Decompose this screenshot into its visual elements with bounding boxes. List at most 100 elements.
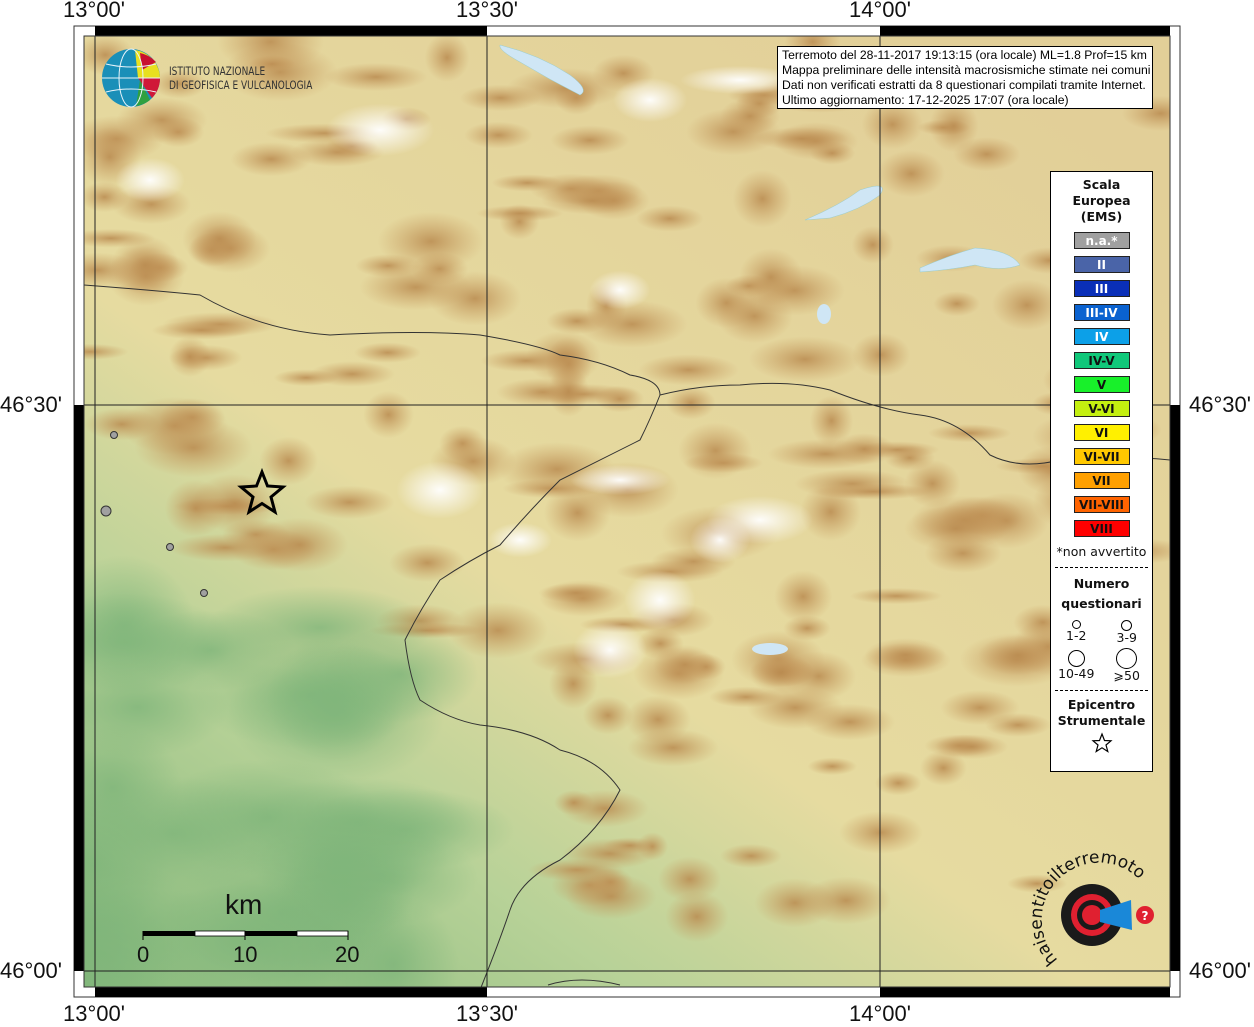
terrain-patch <box>657 856 722 902</box>
intensity-swatch: III <box>1073 280 1130 297</box>
ingv-logo-text: ISTITUTO NAZIONALE DI GEOFISICA E VULCAN… <box>169 64 312 92</box>
report-marker[interactable] <box>100 505 112 517</box>
terrain-patch <box>111 235 179 295</box>
count-label: 1-2 <box>1066 628 1087 643</box>
terrain-patch <box>809 395 854 447</box>
intensity-swatch: II <box>1073 256 1130 273</box>
legend-title-line: Scala <box>1082 177 1121 192</box>
terrain-patch <box>464 121 533 149</box>
lake <box>752 643 788 655</box>
count-title-line: Numero <box>1073 576 1130 591</box>
terrain-patch <box>540 187 644 215</box>
terrain-patch <box>476 205 564 222</box>
terrain-patch <box>572 621 648 679</box>
terrain-patch <box>903 505 1008 552</box>
terrain-patch <box>720 843 783 869</box>
star-icon <box>1090 732 1113 753</box>
terrain-patch <box>251 517 349 572</box>
terrain-patch <box>719 97 781 135</box>
info-line: Mappa preliminare delle intensità macros… <box>782 63 1151 77</box>
epicenter-title: Epicentro Strumentale <box>1051 697 1152 729</box>
terrain-patch <box>325 103 435 157</box>
terrain-patch <box>491 174 563 192</box>
lon-label: 13°30' <box>456 1001 518 1026</box>
legend-title-line: (EMS) <box>1080 209 1123 224</box>
legend-title-line: Europea <box>1072 193 1131 208</box>
lat-label: 46°30' <box>1189 392 1251 417</box>
terrain-patch <box>877 150 945 198</box>
terrain-patch <box>168 336 212 378</box>
epicenter-title-line: Epicentro <box>1067 697 1136 712</box>
intensity-swatch: VII-VIII <box>1073 496 1130 513</box>
national-border <box>84 284 661 987</box>
terrain-patch <box>570 464 670 496</box>
count-title: Numero questionari <box>1051 574 1152 614</box>
terrain-patch <box>801 876 891 925</box>
terrain-patch <box>164 479 227 537</box>
map-frame <box>73 25 1181 998</box>
legend: Scala Europea (EMS) n.a.* II III III-IV IV IV… <box>1050 171 1153 772</box>
event-info-box: Terremoto del 28-11-2017 19:13:15 (ora l… <box>777 46 1153 109</box>
epicenter-star-icon[interactable] <box>237 467 287 516</box>
terrain-patch <box>709 686 783 708</box>
divider <box>1055 690 1148 691</box>
terrain-patch <box>653 644 717 685</box>
lon-label: 13°00' <box>63 1001 125 1026</box>
terrain-patch <box>919 750 967 786</box>
terrain-patch <box>216 36 325 72</box>
terrain-patch <box>781 651 857 702</box>
count-label: 3-9 <box>1116 630 1137 645</box>
terrain-patch <box>849 587 943 605</box>
lon-label: 14°00' <box>849 0 911 22</box>
ingv-line: DI GEOFISICA E VULCANOLOGIA <box>169 78 313 92</box>
terrain-patch <box>84 228 156 248</box>
terrain-patch <box>554 790 594 816</box>
terrain-patch <box>84 656 229 758</box>
terrain-patch <box>577 300 688 349</box>
terrain-patch <box>748 336 862 383</box>
terrain-patch <box>680 65 800 95</box>
epicenter-title-line: Strumentale <box>1057 713 1146 728</box>
terrain-patch <box>732 169 793 228</box>
national-border <box>547 979 621 986</box>
intensity-swatch: IV <box>1073 328 1130 345</box>
terrain-patch <box>809 141 856 165</box>
count-sizes: 1-2 3-9 10-49 ⩾50 <box>1051 620 1152 682</box>
legend-title: Scala Europea (EMS) <box>1051 177 1152 225</box>
terrain-patch <box>929 99 979 153</box>
terrain-patch <box>277 844 414 956</box>
terrain-patch <box>637 354 740 386</box>
scale-bar <box>142 930 349 940</box>
info-line: Terremoto del 28-11-2017 19:13:15 (ora l… <box>782 48 1147 62</box>
circle-3-9-icon <box>1121 620 1133 631</box>
terrain-patch <box>933 291 981 317</box>
terrain-patch <box>428 271 522 326</box>
terrain-patch <box>851 225 895 264</box>
report-marker[interactable] <box>110 431 118 439</box>
terrain-patch <box>565 873 657 920</box>
terrain-patch <box>182 210 257 267</box>
terrain-patch <box>635 205 704 232</box>
lake <box>919 247 1021 273</box>
terrain-patch <box>396 461 484 519</box>
terrain-patch <box>838 811 923 854</box>
intensity-swatch: n.a.* <box>1073 232 1130 249</box>
report-marker[interactable] <box>200 589 208 597</box>
intensity-swatch: V <box>1073 376 1130 393</box>
terrain-patch <box>84 343 129 360</box>
report-marker[interactable] <box>166 543 174 551</box>
terrain-patch <box>1006 874 1068 893</box>
lat-label: 46°30' <box>0 392 62 417</box>
terrain-patch <box>447 602 549 659</box>
felt-reports <box>100 431 208 597</box>
terrain-patch <box>116 97 208 143</box>
divider <box>1055 567 1148 568</box>
terrain-patch <box>550 125 630 156</box>
terrain-patch <box>115 157 185 203</box>
terrain-patch <box>230 142 312 177</box>
terrain-patch <box>589 270 651 310</box>
lat-label: 46°00' <box>0 958 62 983</box>
terrain-patch <box>928 423 1012 443</box>
terrain-patch <box>152 69 207 99</box>
